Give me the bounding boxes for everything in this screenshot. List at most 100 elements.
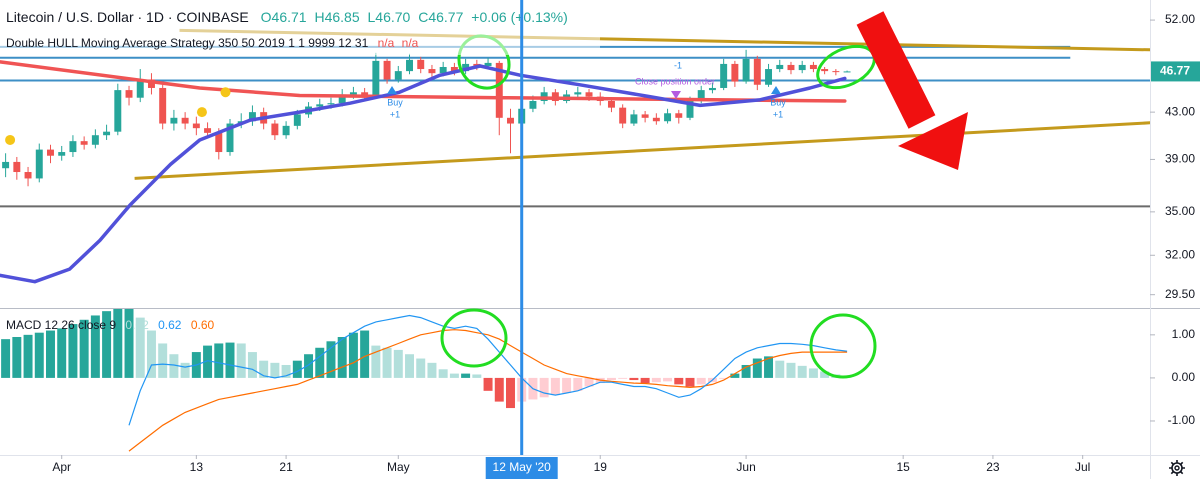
candle-body <box>708 87 716 91</box>
moving-average <box>0 64 847 284</box>
candle-body <box>641 114 649 118</box>
histogram-bar <box>461 373 471 378</box>
high: H46.85 <box>314 9 359 25</box>
legend-backdrop <box>0 3 600 55</box>
symbol: Litecoin / U.S. Dollar · 1D · COINBASE <box>6 9 249 25</box>
histogram-bar <box>629 377 639 381</box>
candle-body <box>731 63 739 82</box>
histogram-bar <box>685 377 695 387</box>
candle-body <box>35 149 43 179</box>
signal-value: 0.60 <box>191 318 215 332</box>
histogram-bar <box>236 343 246 378</box>
candle-body <box>136 79 144 98</box>
candle-body <box>24 172 32 179</box>
candle-body <box>529 101 537 109</box>
candle-body <box>843 71 851 73</box>
candle-body <box>450 66 458 72</box>
highlight-circle <box>440 308 508 368</box>
candle-body <box>798 64 806 71</box>
histogram-bar <box>57 328 67 378</box>
y-tick-label: 35.00 <box>1165 204 1195 218</box>
y-tick-label: 29.50 <box>1165 287 1195 301</box>
histogram-bar <box>292 360 302 378</box>
histogram-bar <box>1 339 11 378</box>
candle-body <box>372 60 380 96</box>
candle-body <box>338 94 346 104</box>
candle-body <box>80 141 88 145</box>
axis-labels: 52.00 43.00 39.00 35.00 32.00 29.50 Apr 13 21 May… <box>52 0 1200 479</box>
histogram-bar <box>348 332 358 378</box>
histogram-bar <box>618 377 628 379</box>
close-label: Close position order <box>635 76 715 86</box>
candle-body <box>753 58 761 85</box>
candle-body <box>282 125 290 136</box>
histogram-bar <box>214 343 224 378</box>
candle-body <box>462 63 470 72</box>
candle-body <box>765 69 773 85</box>
candle-body <box>776 64 784 70</box>
open: O46.71 <box>261 9 307 25</box>
candle-body <box>630 114 638 124</box>
histogram-bar <box>764 356 774 378</box>
candle-body <box>293 114 301 126</box>
candle-body <box>495 62 503 118</box>
macd-legend: MACD 12 26 close 9 0.02 0.62 0.60 <box>6 318 214 332</box>
candle-body <box>787 64 795 71</box>
x-tick-label: May <box>387 460 410 474</box>
moving-average <box>0 60 847 103</box>
histogram-bar <box>203 345 213 378</box>
signal-dot <box>220 87 231 98</box>
histogram-bar <box>674 377 684 385</box>
candle-body <box>664 113 672 122</box>
histogram-bar <box>225 342 235 378</box>
settings-icon[interactable] <box>1169 460 1185 476</box>
histogram-bar <box>337 336 347 378</box>
histogram-bar <box>820 371 830 378</box>
candle-body <box>406 59 413 72</box>
histogram-bar <box>427 362 437 378</box>
histogram-bar <box>281 364 291 378</box>
histogram-bar <box>371 345 381 378</box>
histogram-bar <box>180 362 190 378</box>
histogram-bar <box>90 315 100 378</box>
histogram-bar <box>696 377 706 385</box>
candle-body <box>271 123 279 136</box>
histogram-bar <box>752 358 762 378</box>
strategy-value: n/a <box>378 36 395 50</box>
histogram-bar <box>786 362 796 378</box>
histogram-bar <box>393 349 403 378</box>
candle-body <box>204 128 212 133</box>
candle-body <box>574 92 582 95</box>
candle-body <box>248 112 256 122</box>
candle-body <box>361 92 369 96</box>
candle-body <box>697 90 705 102</box>
candle-body <box>181 117 189 124</box>
histogram-bar <box>304 354 314 378</box>
histogram-bar <box>135 317 145 378</box>
candle-body <box>47 149 54 156</box>
histogram-bar <box>719 377 729 379</box>
candle-body <box>809 64 817 70</box>
close: C46.77 <box>418 9 463 25</box>
histogram-bar <box>606 377 616 381</box>
histogram-bar <box>102 311 112 378</box>
histogram-bar <box>651 377 661 383</box>
strategy-name: Double HULL Moving Average Strategy 350 … <box>6 36 369 50</box>
histogram-bar <box>775 360 785 378</box>
strategy-legend: Double HULL Moving Average Strategy 350 … <box>6 36 419 50</box>
histogram-bar <box>169 354 179 378</box>
candle-body <box>473 63 481 66</box>
histogram-bar <box>506 377 515 409</box>
macd-value: 0.62 <box>158 318 182 332</box>
price-pane <box>0 28 1150 284</box>
signal-dot <box>5 134 16 145</box>
close-arrow <box>671 91 681 99</box>
candle-body <box>383 60 391 80</box>
histogram-bar <box>584 377 594 387</box>
macd-line <box>128 314 848 426</box>
histogram-bar <box>405 354 414 378</box>
histogram-bar <box>730 373 740 378</box>
candle-body <box>125 90 133 98</box>
y-tick-label: 43.00 <box>1165 104 1195 118</box>
